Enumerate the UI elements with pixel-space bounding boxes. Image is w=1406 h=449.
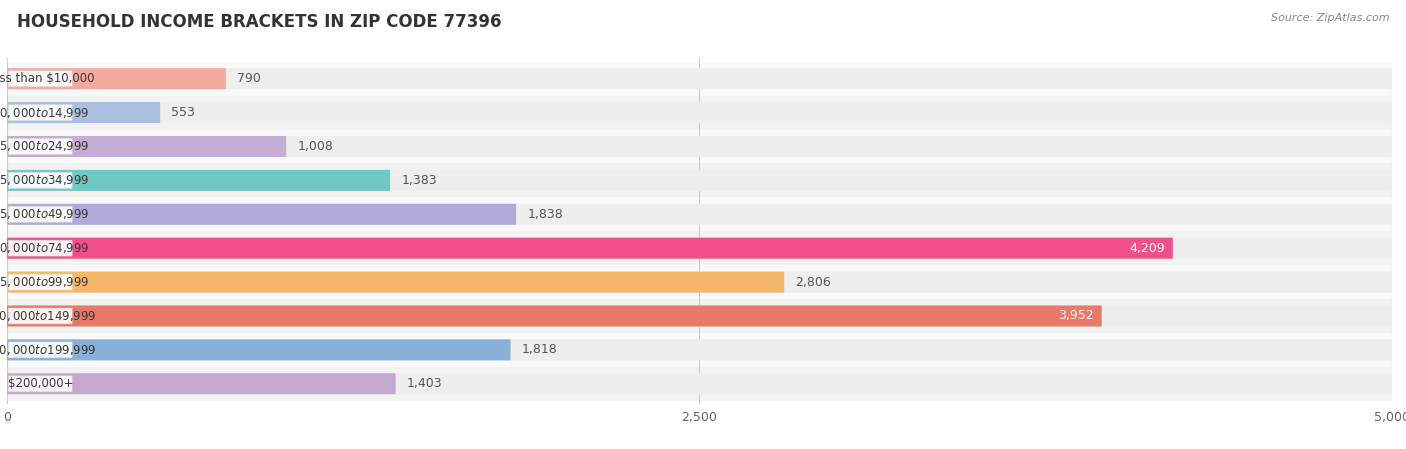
FancyBboxPatch shape xyxy=(8,172,72,188)
Text: HOUSEHOLD INCOME BRACKETS IN ZIP CODE 77396: HOUSEHOLD INCOME BRACKETS IN ZIP CODE 77… xyxy=(17,13,502,31)
FancyBboxPatch shape xyxy=(7,299,1392,333)
Text: 2,806: 2,806 xyxy=(796,276,831,289)
FancyBboxPatch shape xyxy=(8,274,72,290)
Text: Source: ZipAtlas.com: Source: ZipAtlas.com xyxy=(1271,13,1389,23)
FancyBboxPatch shape xyxy=(7,339,510,361)
FancyBboxPatch shape xyxy=(8,376,72,392)
Text: $150,000 to $199,999: $150,000 to $199,999 xyxy=(0,343,97,357)
Text: $25,000 to $34,999: $25,000 to $34,999 xyxy=(0,173,89,187)
FancyBboxPatch shape xyxy=(7,272,785,293)
FancyBboxPatch shape xyxy=(7,204,516,225)
FancyBboxPatch shape xyxy=(7,373,1392,394)
FancyBboxPatch shape xyxy=(7,339,1392,361)
FancyBboxPatch shape xyxy=(7,136,1392,157)
Text: 1,008: 1,008 xyxy=(297,140,333,153)
FancyBboxPatch shape xyxy=(7,272,1392,293)
FancyBboxPatch shape xyxy=(7,170,389,191)
FancyBboxPatch shape xyxy=(7,96,1392,130)
Text: 1,818: 1,818 xyxy=(522,343,557,357)
Text: 790: 790 xyxy=(238,72,260,85)
FancyBboxPatch shape xyxy=(8,207,72,222)
FancyBboxPatch shape xyxy=(7,238,1392,259)
FancyBboxPatch shape xyxy=(8,139,72,154)
Text: $75,000 to $99,999: $75,000 to $99,999 xyxy=(0,275,89,289)
FancyBboxPatch shape xyxy=(7,373,395,394)
FancyBboxPatch shape xyxy=(7,265,1392,299)
FancyBboxPatch shape xyxy=(8,71,72,87)
Text: $35,000 to $49,999: $35,000 to $49,999 xyxy=(0,207,89,221)
Text: 1,403: 1,403 xyxy=(406,377,443,390)
FancyBboxPatch shape xyxy=(7,170,1392,191)
FancyBboxPatch shape xyxy=(7,333,1392,367)
Text: 4,209: 4,209 xyxy=(1129,242,1164,255)
Text: $100,000 to $149,999: $100,000 to $149,999 xyxy=(0,309,97,323)
FancyBboxPatch shape xyxy=(7,102,160,123)
FancyBboxPatch shape xyxy=(7,238,1173,259)
FancyBboxPatch shape xyxy=(7,305,1102,326)
FancyBboxPatch shape xyxy=(7,204,1392,225)
FancyBboxPatch shape xyxy=(7,198,1392,231)
Text: $200,000+: $200,000+ xyxy=(7,377,73,390)
FancyBboxPatch shape xyxy=(8,308,72,324)
FancyBboxPatch shape xyxy=(7,231,1392,265)
FancyBboxPatch shape xyxy=(8,240,72,256)
FancyBboxPatch shape xyxy=(7,62,1392,96)
FancyBboxPatch shape xyxy=(7,102,1392,123)
FancyBboxPatch shape xyxy=(7,68,1392,89)
FancyBboxPatch shape xyxy=(7,367,1392,401)
Text: Less than $10,000: Less than $10,000 xyxy=(0,72,94,85)
FancyBboxPatch shape xyxy=(7,305,1392,326)
Text: 1,838: 1,838 xyxy=(527,208,562,221)
Text: $15,000 to $24,999: $15,000 to $24,999 xyxy=(0,140,89,154)
Text: 3,952: 3,952 xyxy=(1057,309,1094,322)
Text: $50,000 to $74,999: $50,000 to $74,999 xyxy=(0,241,89,255)
FancyBboxPatch shape xyxy=(7,68,226,89)
Text: 1,383: 1,383 xyxy=(401,174,437,187)
FancyBboxPatch shape xyxy=(7,136,287,157)
Text: 553: 553 xyxy=(172,106,195,119)
FancyBboxPatch shape xyxy=(8,342,72,358)
Text: $10,000 to $14,999: $10,000 to $14,999 xyxy=(0,106,89,119)
FancyBboxPatch shape xyxy=(7,163,1392,198)
FancyBboxPatch shape xyxy=(7,130,1392,163)
FancyBboxPatch shape xyxy=(8,105,72,120)
